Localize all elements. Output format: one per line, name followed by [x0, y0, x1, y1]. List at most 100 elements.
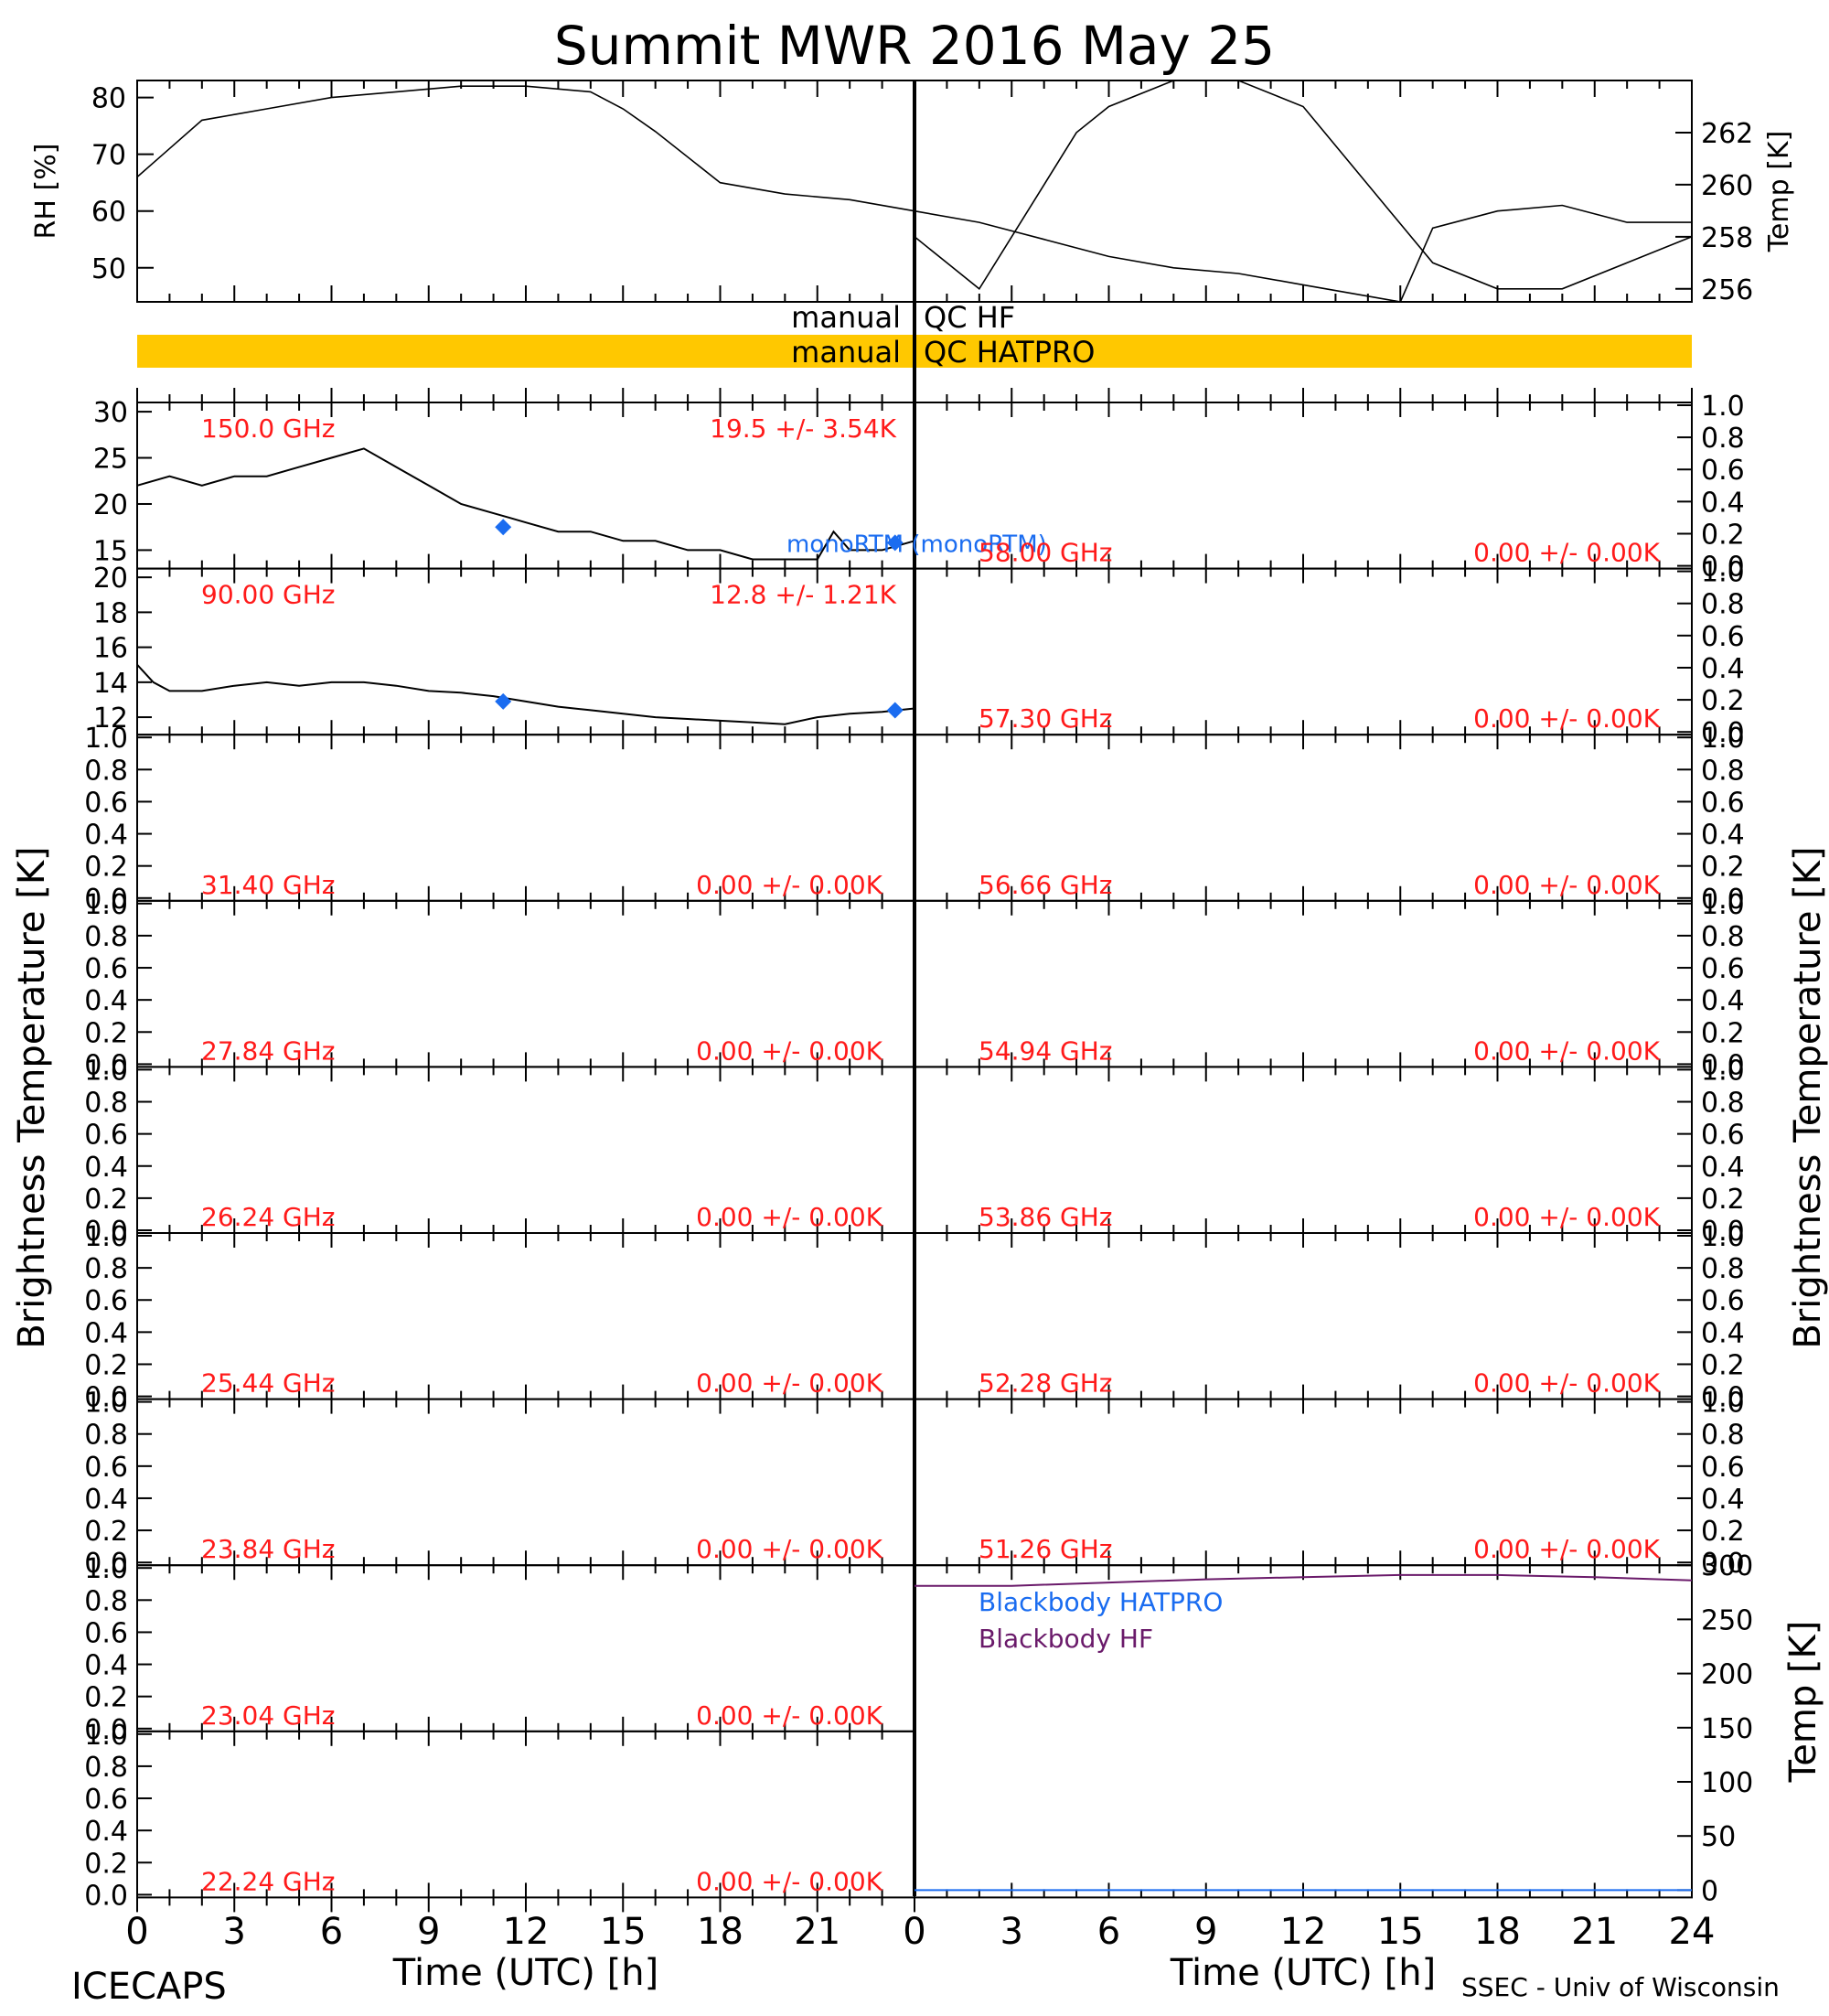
- bb-ytick-label: 250: [1701, 1604, 1753, 1636]
- bb-ytick-label: 150: [1701, 1713, 1753, 1745]
- temp-ytick-label: 262: [1701, 118, 1753, 150]
- bt-ytick-label: 1.0: [84, 723, 128, 755]
- bt-ytick-label: 1.0: [1701, 1221, 1745, 1253]
- channel-frequency-label: 53.86 GHz: [979, 1202, 1113, 1232]
- bt-ytick-label: 1.0: [1701, 1055, 1745, 1087]
- rh-line: [136, 85, 915, 212]
- qc-hatpro-left-label: manual: [791, 335, 901, 370]
- top-axes-layer: 50 60 70 80 256 258 260 262: [91, 80, 1753, 306]
- x-tick-label-left: 12: [503, 1911, 550, 1953]
- monortm-marker: [495, 519, 512, 536]
- channel-frequency-label: 27.84 GHz: [201, 1035, 336, 1066]
- bt-ytick-label: 0.4: [84, 820, 128, 852]
- bt-left-axis-label: Brightness Temperature [K]: [11, 846, 53, 1348]
- bt-ytick-label: 0.0: [84, 1548, 128, 1580]
- bt-ytick-label: 0.6: [1701, 1452, 1745, 1484]
- bt-ytick-label: 0.0: [84, 1714, 128, 1746]
- bt-ytick-label: 0.8: [84, 1585, 128, 1617]
- bt-ytick-label: 0.0: [1701, 552, 1745, 584]
- bt-ytick-label: 20: [93, 563, 128, 595]
- bb-ytick-label: 0: [1701, 1875, 1718, 1907]
- bt-ytick-label: 0.4: [1701, 487, 1745, 519]
- bt-series-line: [136, 447, 915, 561]
- channel-stats-label: 0.00 +/- 0.00K: [1473, 1035, 1660, 1066]
- x-tick-label-right: 24: [1669, 1911, 1716, 1953]
- channel-stats-label: 12.8 +/- 1.21K: [710, 580, 896, 610]
- bt-ytick-label: 0.6: [84, 1120, 128, 1152]
- channel-frequency-label: 90.00 GHz: [201, 580, 336, 610]
- x-tick-label-left: 0: [125, 1911, 148, 1953]
- x-tick-label-right: 18: [1474, 1911, 1521, 1953]
- bt-ytick-label: 0.2: [84, 1516, 128, 1548]
- bt-ytick-label: 25: [93, 444, 128, 476]
- bt-ytick-label: 0.2: [1701, 1349, 1745, 1381]
- bt-ytick-label: 0.2: [84, 852, 128, 884]
- bt-label-layer: 0.00.20.40.60.81.00.00.20.40.60.81.00.00…: [84, 391, 1753, 1912]
- bt-ytick-label: 0.6: [1701, 787, 1745, 819]
- bt-ytick-label: 1.0: [1701, 557, 1745, 589]
- bt-ytick-label: 0.0: [1701, 1049, 1745, 1081]
- bt-ytick-label: 0.2: [1701, 685, 1745, 717]
- channel-frequency-label: 57.30 GHz: [979, 703, 1113, 734]
- bt-ytick-label: 1.0: [84, 1720, 128, 1752]
- footer-right: SSEC - Univ of Wisconsin: [1461, 1972, 1780, 2002]
- bt-ytick-label: 0.8: [84, 1253, 128, 1285]
- bt-ytick-label: 0.0: [84, 1880, 128, 1912]
- bt-ytick-label: 0.2: [1701, 519, 1745, 551]
- x-tick-label-right: 3: [1000, 1911, 1023, 1953]
- rh-ytick-label: 80: [91, 83, 126, 115]
- rh-ytick-label: 70: [91, 140, 126, 172]
- channel-stats-label: 0.00 +/- 0.00K: [696, 1700, 882, 1731]
- bt-ytick-label: 0.4: [1701, 1484, 1745, 1516]
- channel-frequency-label: 23.04 GHz: [201, 1700, 336, 1731]
- bb-ytick-label: 200: [1701, 1659, 1753, 1691]
- bt-ytick-label: 0.4: [84, 1152, 128, 1184]
- channel-frequency-label: 54.94 GHz: [979, 1035, 1113, 1066]
- bt-ytick-label: 0.0: [1701, 1382, 1745, 1414]
- bt-ytick-label: 0.2: [1701, 852, 1745, 884]
- bb-ytick-label: 300: [1701, 1550, 1753, 1582]
- bt-ytick-label: 0.2: [84, 1184, 128, 1216]
- rh-ytick-label: 60: [91, 197, 126, 229]
- bt-ytick-label: 0.8: [84, 1752, 128, 1784]
- bt-ytick-label: 0.0: [84, 884, 128, 916]
- channel-frequency-label: 25.44 GHz: [201, 1368, 336, 1399]
- bt-ytick-label: 0.6: [1701, 455, 1745, 487]
- bt-ytick-label: 30: [93, 397, 128, 429]
- bt-ytick-label: 0.8: [84, 1420, 128, 1452]
- bt-ytick-label: 0.8: [1701, 1253, 1745, 1285]
- bt-ytick-label: 0.4: [84, 985, 128, 1017]
- bt-ytick-label: 0.2: [1701, 1017, 1745, 1049]
- bt-ytick-label: 0.2: [1701, 1516, 1745, 1548]
- bt-ytick-label: 0.0: [1701, 1216, 1745, 1248]
- bt-ytick-label: 1.0: [84, 1055, 128, 1087]
- monortm-legend: monoRTM (monoRTM): [786, 531, 1047, 559]
- bt-ytick-label: 0.2: [1701, 1184, 1745, 1216]
- channel-stats-label: 19.5 +/- 3.54K: [710, 413, 896, 444]
- rh-axis-label: RH [%]: [30, 144, 62, 240]
- temp-panel-frame: [914, 80, 1693, 303]
- bt-ytick-label: 0.4: [1701, 985, 1745, 1017]
- bt-ytick-label: 0.6: [1701, 1285, 1745, 1317]
- bt-ytick-label: 0.8: [84, 1088, 128, 1120]
- channel-frequency-label: 56.66 GHz: [979, 870, 1113, 900]
- temp-ytick-label: 260: [1701, 170, 1753, 202]
- bt-ytick-label: 18: [93, 597, 128, 629]
- channel-stats-label: 0.00 +/- 0.00K: [696, 1534, 882, 1564]
- bt-ytick-label: 0.6: [1701, 621, 1745, 653]
- footer-left: ICECAPS: [71, 1966, 227, 2008]
- bb-ytick-label: 100: [1701, 1767, 1753, 1799]
- temp-line: [914, 80, 1693, 290]
- bt-ytick-label: 0.6: [1701, 1120, 1745, 1152]
- x-tick-label-right: 0: [903, 1911, 925, 1953]
- channel-stats-label: 0.00 +/- 0.00K: [1473, 1368, 1660, 1399]
- bt-ytick-label: 12: [93, 702, 128, 735]
- bt-series-line: [136, 664, 915, 725]
- bt-ytick-label: 0.8: [1701, 423, 1745, 455]
- bt-ytick-label: 0.4: [84, 1650, 128, 1682]
- x-tick-label-left: 21: [794, 1911, 840, 1953]
- rh-ytick-label: 50: [91, 253, 126, 285]
- bt-ytick-label: 0.2: [84, 1017, 128, 1049]
- bt-ytick-label: 0.0: [84, 1216, 128, 1248]
- channel-stats-label: 0.00 +/- 0.00K: [1473, 538, 1660, 568]
